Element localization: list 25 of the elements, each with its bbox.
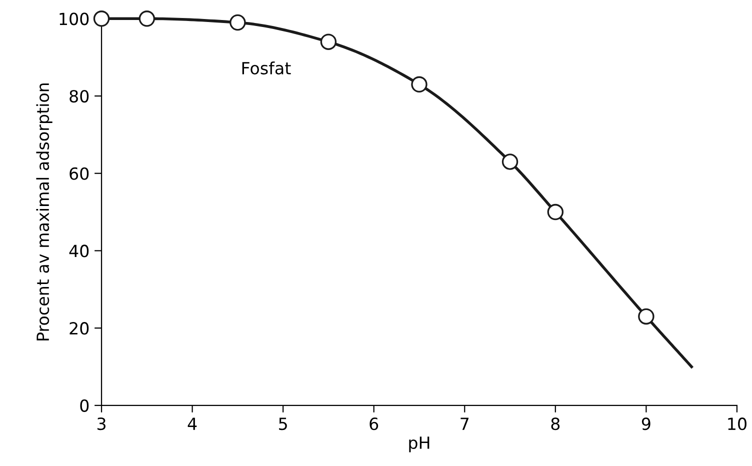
point [230,14,246,31]
point [138,10,156,27]
y-tick-label: 60 [70,167,89,180]
y-tick-label: 0 [80,399,89,412]
x-tick-label: 3 [97,418,106,430]
x-tick-label: 5 [279,418,287,430]
series-label: Fosfat [242,62,291,74]
y-axis-title: Procent av maximal adsorption [36,83,52,340]
x-tick-label: 6 [370,418,378,430]
x-axis-title: pH [409,436,430,452]
point [93,10,110,27]
x-tick-label: 10 [728,418,746,430]
y-tick-label: 20 [70,322,89,335]
point [547,204,564,220]
point [320,34,337,50]
y-tick-label: 100 [60,12,89,26]
y-tick-label: 80 [70,90,89,103]
point [502,154,518,170]
x-tick-label: 9 [642,418,650,430]
point [411,76,428,93]
point [638,308,654,325]
y-tick-label: 40 [69,244,89,258]
x-tick-label: 4 [188,418,197,430]
x-tick-label: 8 [551,418,560,430]
x-tick-label: 7 [460,418,469,430]
